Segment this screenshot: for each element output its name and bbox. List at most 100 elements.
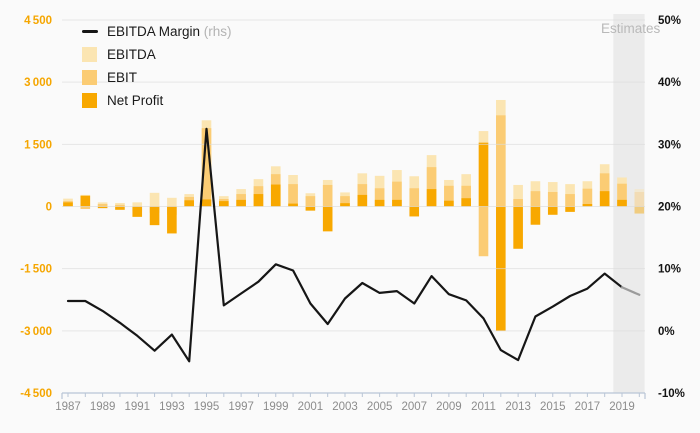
ebit-swatch-icon <box>82 70 97 85</box>
left-axis-label: 3 000 <box>24 77 52 89</box>
bar-net-profit <box>357 194 368 207</box>
bar-net-profit <box>219 201 229 207</box>
bar-year-2017 <box>582 181 593 207</box>
right-axis-label: 50% <box>658 15 681 27</box>
bar-net-profit <box>461 198 471 207</box>
bar-ebitda <box>513 184 523 207</box>
bar-net-profit <box>115 206 125 210</box>
bar-net-profit <box>63 202 73 207</box>
bar-ebit <box>530 191 541 207</box>
bar-net-profit <box>530 206 541 225</box>
bar-year-2011 <box>478 131 489 257</box>
x-axis-label: 2017 <box>575 401 601 413</box>
chart-legend: EBITDA Margin (rhs) EBITDA EBIT Net Prof… <box>82 23 232 109</box>
bar-ebit <box>340 196 350 207</box>
bar-net-profit <box>513 206 523 249</box>
bar-year-1993 <box>167 197 177 234</box>
bar-ebit <box>478 206 489 257</box>
line-swatch-icon <box>82 30 98 33</box>
x-axis-label: 1995 <box>194 401 220 413</box>
x-axis-label: 1993 <box>159 401 185 413</box>
bar-net-profit <box>392 199 402 207</box>
bar-ebit <box>617 183 627 207</box>
x-axis-label: 2001 <box>298 401 324 413</box>
bar-year-2014 <box>530 181 541 225</box>
bar-ebit <box>97 204 108 207</box>
bar-net-profit <box>340 203 350 207</box>
bar-year-2006 <box>392 170 402 207</box>
bar-ebitda <box>115 202 125 207</box>
bar-net-profit <box>599 191 610 207</box>
estimates-label: Estimates <box>601 21 661 36</box>
bar-net-profit <box>97 206 108 209</box>
bar-net-profit <box>201 199 212 207</box>
bar-net-profit <box>132 206 143 217</box>
bar-year-2013 <box>513 184 523 249</box>
bar-year-1992 <box>149 192 160 226</box>
bar-ebitda <box>149 192 160 207</box>
legend-item-ebitda: EBITDA <box>82 46 232 63</box>
ebitda-margin-line-estimate <box>620 286 641 296</box>
bar-year-1989 <box>97 202 108 209</box>
bar-ebit <box>461 185 471 207</box>
bar-ebitda <box>167 197 177 207</box>
bar-year-1987 <box>63 198 73 207</box>
right-axis-label: -10% <box>658 388 685 400</box>
x-axis-label: 2013 <box>505 401 531 413</box>
bar-ebit <box>513 199 523 207</box>
right-axis-label: 10% <box>658 264 681 276</box>
bar-ebitda <box>132 202 143 207</box>
bar-year-1995 <box>201 120 212 207</box>
bar-ebit <box>288 184 298 207</box>
bar-ebit <box>426 167 437 207</box>
x-axis-label: 2015 <box>540 401 566 413</box>
bar-ebit <box>565 194 575 207</box>
bar-net-profit <box>184 200 194 207</box>
bar-year-2015 <box>547 182 558 215</box>
right-axis-label: 20% <box>658 202 681 214</box>
bar-ebit <box>547 191 558 207</box>
bar-year-2019 <box>617 177 627 207</box>
bar-year-1996 <box>219 196 229 207</box>
x-axis <box>61 392 646 399</box>
bar-year-2001 <box>305 193 316 211</box>
bar-year-2003 <box>340 192 350 207</box>
bar-net-profit <box>80 195 91 207</box>
bar-net-profit <box>288 203 298 207</box>
bar-ebitda <box>634 189 645 207</box>
bar-net-profit <box>270 184 281 207</box>
bar-ebit <box>409 188 420 207</box>
ebitda-margin-line <box>66 127 624 363</box>
legend-suffix: (rhs) <box>203 24 232 39</box>
bar-year-2000 <box>288 175 298 207</box>
bar-net-profit <box>582 204 593 207</box>
bar-year-2004 <box>357 173 368 207</box>
bar-year-1997 <box>236 189 246 207</box>
x-axis-label: 2009 <box>436 401 462 413</box>
bar-ebit <box>322 184 333 207</box>
bar-net-profit <box>565 206 575 212</box>
left-axis-label: 0 <box>46 202 52 214</box>
bar-net-profit <box>444 200 454 207</box>
bar-net-profit <box>634 206 645 214</box>
bar-year-2018 <box>599 164 610 207</box>
right-axis-label: 30% <box>658 139 681 151</box>
bar-net-profit <box>374 199 385 207</box>
gridlines <box>62 19 645 332</box>
x-axis-label: 1991 <box>124 401 150 413</box>
bar-net-profit <box>253 194 264 207</box>
bar-ebit <box>496 115 506 207</box>
left-axis-label: -3 000 <box>20 326 52 338</box>
bar-year-2012 <box>496 99 506 331</box>
x-axis-label: 1997 <box>228 401 254 413</box>
bar-ebit <box>201 128 212 207</box>
x-axis-label: 2011 <box>471 401 496 413</box>
bar-year-1994 <box>184 194 194 207</box>
bar-year-2020 <box>634 189 645 214</box>
bar-ebit <box>634 191 645 207</box>
ebitda-swatch-icon <box>82 47 97 62</box>
bar-year-2005 <box>374 175 385 207</box>
bar-ebit <box>599 173 610 207</box>
x-axis-label: 1987 <box>55 401 81 413</box>
bar-year-2010 <box>461 174 471 207</box>
